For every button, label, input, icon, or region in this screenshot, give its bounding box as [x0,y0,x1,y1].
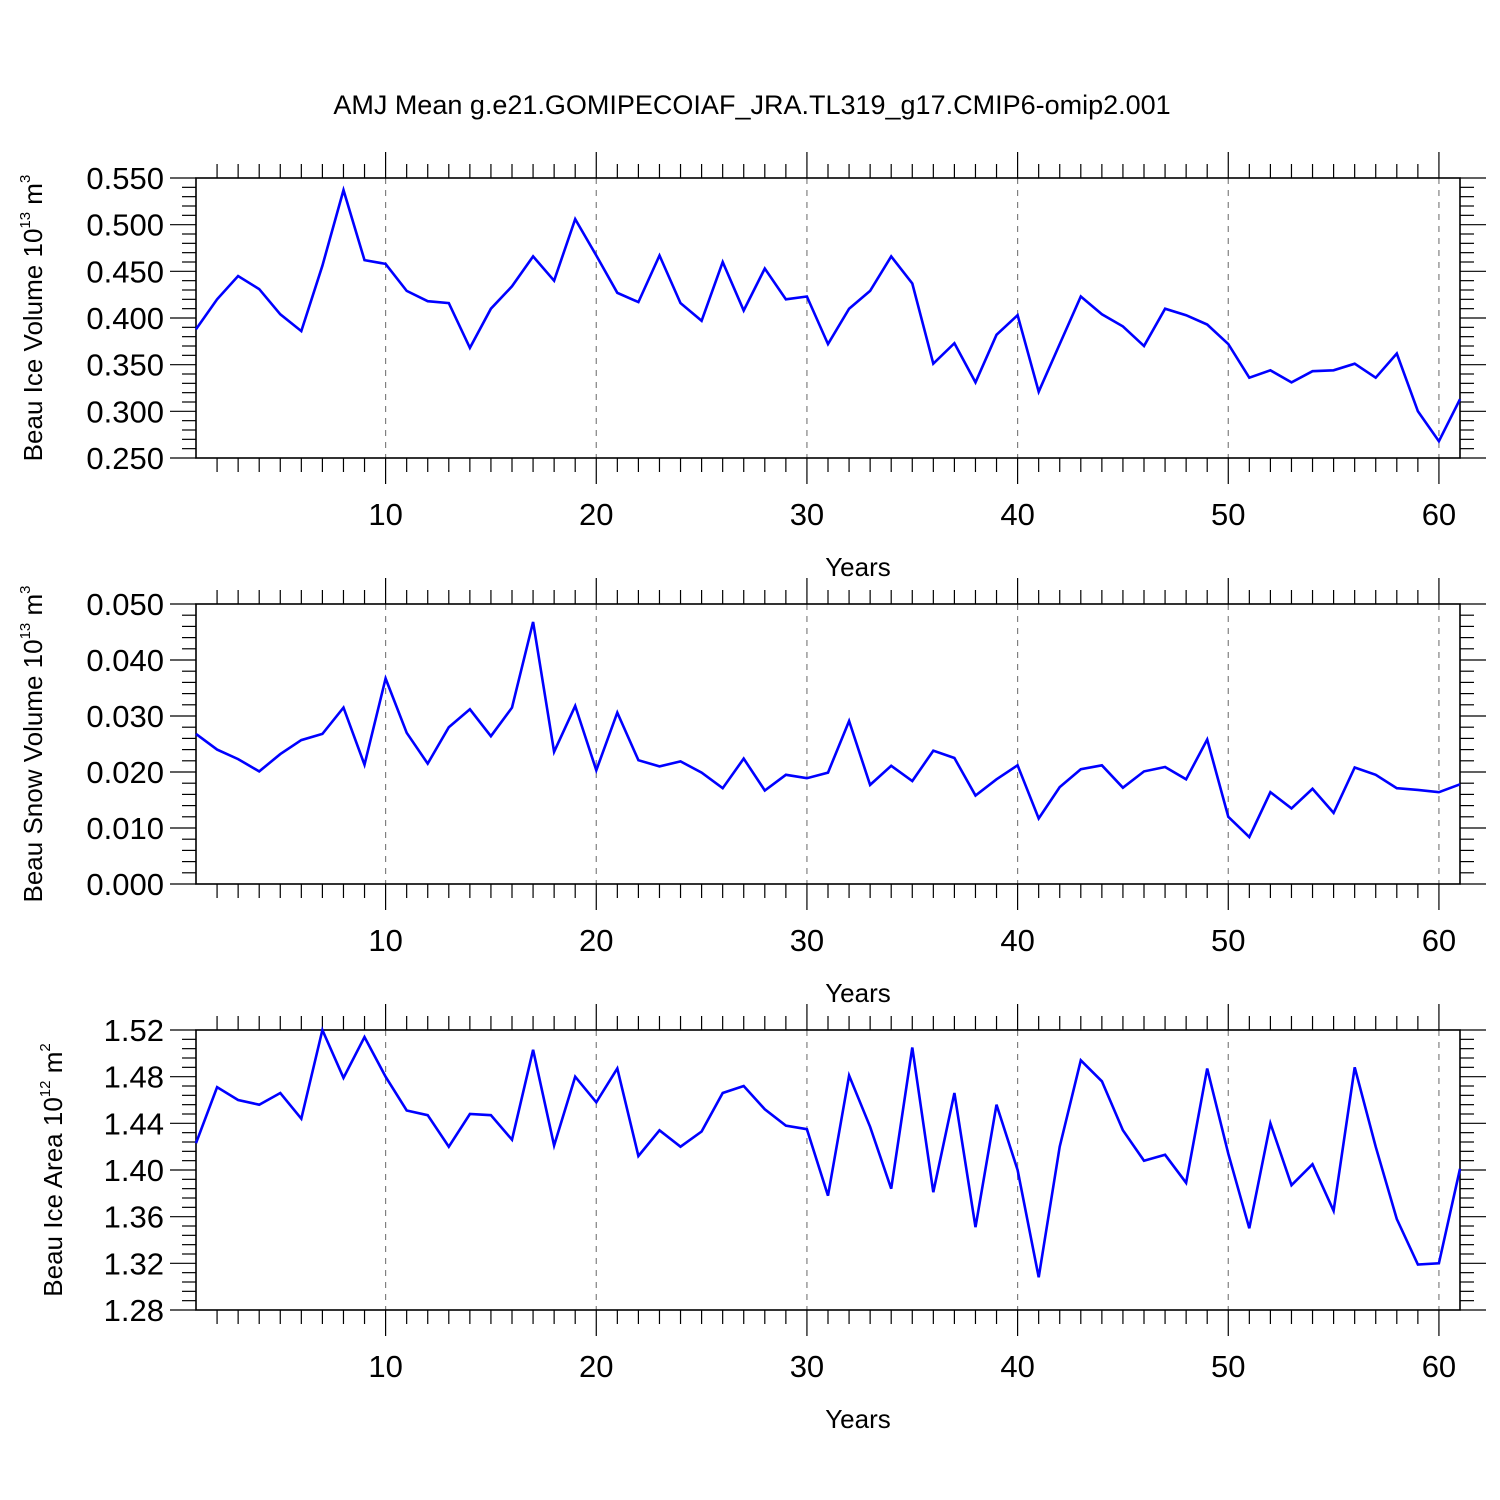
x-tick-label: 20 [579,497,613,532]
y-axis-label: Beau Ice Area 1012 m2 [37,1043,68,1296]
series-line-snow-volume [195,621,1461,840]
y-tick-label: 0.010 [86,811,164,846]
y-tick-label: 0.000 [86,867,164,902]
y-tick-label: 0.300 [86,394,164,429]
y-tick-label: 0.400 [86,301,164,336]
y-tick-label: 0.250 [86,441,164,476]
y-tick-label: 0.450 [86,254,164,289]
y-tick-label: 1.40 [104,1153,164,1188]
y-tick-label: 1.52 [104,1013,164,1048]
y-tick-label: 1.44 [104,1106,164,1141]
y-tick-label: 0.040 [86,643,164,678]
x-axis-label: Years [825,978,891,1008]
x-tick-label: 30 [790,1349,824,1384]
x-axis-label: Years [825,552,891,582]
y-tick-label: 0.350 [86,348,164,383]
y-tick-label: 0.550 [86,161,164,196]
x-tick-label: 40 [1000,923,1034,958]
chart-title: AMJ Mean g.e21.GOMIPECOIAF_JRA.TL319_g17… [333,90,1170,120]
y-tick-label: 1.48 [104,1060,164,1095]
x-tick-label: 10 [368,1349,402,1384]
x-tick-label: 10 [368,923,402,958]
y-tick-label: 1.32 [104,1246,164,1281]
y-tick-label: 0.050 [86,587,164,622]
x-tick-label: 40 [1000,1349,1034,1384]
x-tick-label: 60 [1422,923,1456,958]
x-tick-label: 20 [579,923,613,958]
x-tick-label: 30 [790,923,824,958]
x-tick-label: 50 [1211,497,1245,532]
panels: 10 20 30 40 50 60 0.250 0.300 0.350 0.400 0.450 0.5… [17,152,1486,1434]
x-tick-label: 60 [1422,497,1456,532]
x-tick-label: 60 [1422,1349,1456,1384]
x-tick-label: 30 [790,497,824,532]
panel-ice-area: 10 20 30 40 50 60 1.28 1.32 1.36 1.40 1.44 1.48 1.52… [37,1004,1486,1434]
x-tick-label: 10 [368,497,402,532]
panel-ice-volume: 10 20 30 40 50 60 0.250 0.300 0.350 0.400 0.450 0.5… [17,152,1486,582]
x-tick-label: 50 [1211,923,1245,958]
x-axis-label: Years [825,1404,891,1434]
y-tick-label: 0.500 [86,208,164,243]
series-line-ice-volume [194,185,1462,444]
series-line-ice-area [194,1025,1462,1278]
x-tick-label: 50 [1211,1349,1245,1384]
y-axis-label: Beau Ice Volume 1013 m3 [17,175,48,462]
panel-snow-volume: 10 20 30 40 50 60 0.000 0.010 0.020 0.030 0.040 0.0… [17,578,1486,1008]
y-tick-label: 1.28 [104,1293,164,1328]
y-tick-label: 1.36 [104,1200,164,1235]
y-tick-label: 0.020 [86,755,164,790]
y-axis-label: Beau Snow Volume 1013 m3 [17,586,48,903]
y-tick-label: 0.030 [86,699,164,734]
x-tick-label: 20 [579,1349,613,1384]
x-tick-label: 40 [1000,497,1034,532]
